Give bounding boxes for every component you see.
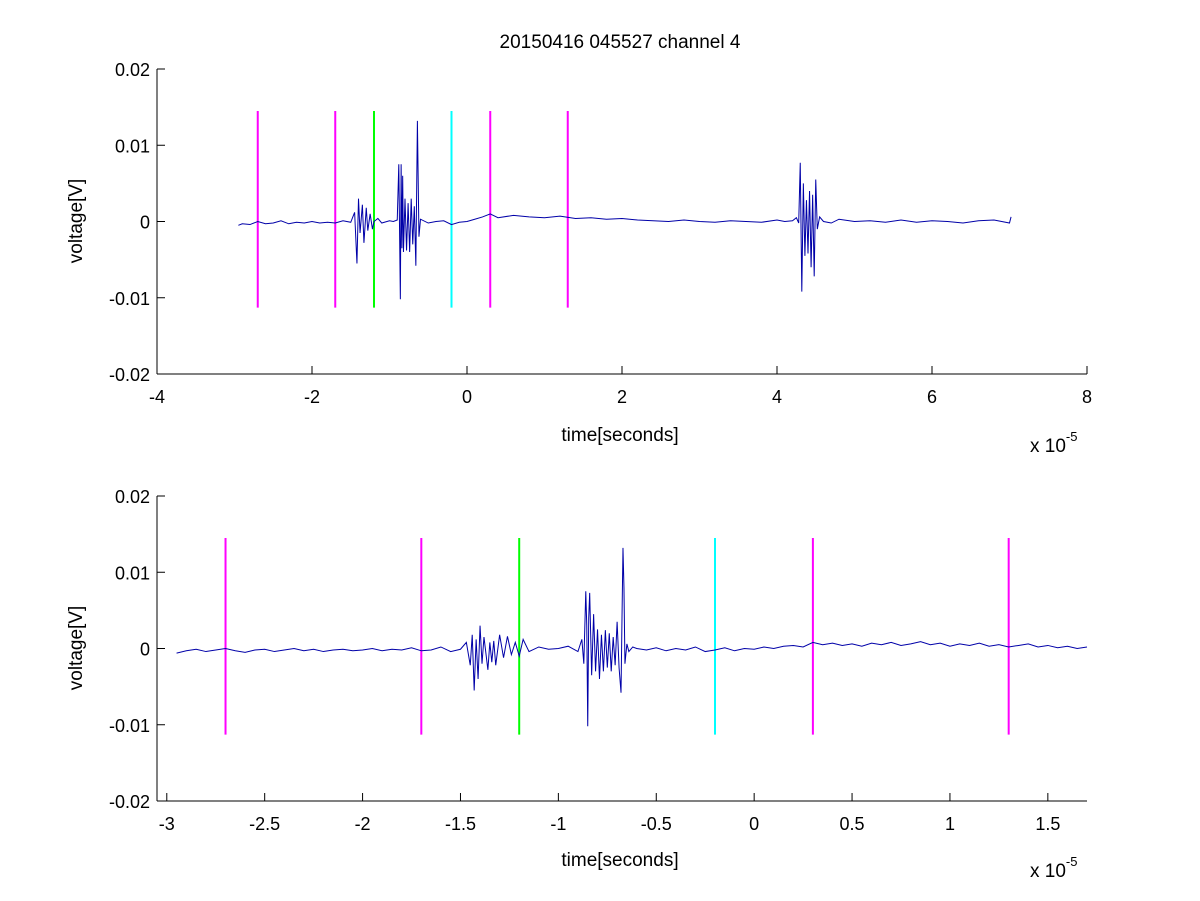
plot-bottom-ytick-label: -0.01 <box>109 716 150 736</box>
plot-top-xtick-label: 2 <box>617 387 627 407</box>
plot-top-markers <box>256 110 569 308</box>
plot-top-ytick-label: 0 <box>140 213 150 233</box>
plot-bottom-ytick-label: 0.02 <box>115 487 150 507</box>
plot-top-ytick-label: 0.02 <box>115 60 150 80</box>
plot-bottom-series <box>176 547 1088 727</box>
plot-top-x-exponent: x 10-5 <box>1030 429 1077 457</box>
plot-bottom-xtick-label: -2 <box>355 814 371 834</box>
plot-bottom-ytick-label: 0.01 <box>115 563 150 583</box>
plot-top-ylabel: voltage[V] <box>66 179 87 264</box>
figure-title: 20150416 045527 channel 4 <box>500 32 741 53</box>
plot-bottom-ytick-label: 0 <box>140 640 150 660</box>
plot-top-yticks: 0.02 0.01 0 -0.01 -0.02 <box>109 60 165 385</box>
plot-top-xtick-label: 4 <box>772 387 782 407</box>
plot-bottom-ylabel: voltage[V] <box>66 606 87 691</box>
plot-bottom-yticks: 0.02 0.01 0 -0.01 -0.02 <box>109 487 165 812</box>
plot-bottom-markers <box>224 537 1010 735</box>
plot-bottom-xtick-label: 0 <box>749 814 759 834</box>
plot-bottom-xtick-label: -1 <box>550 814 566 834</box>
plot-top-xtick-label: -2 <box>304 387 320 407</box>
plot-bottom-xtick-label: -1.5 <box>445 814 476 834</box>
plot-top-series-line-1 <box>238 120 1012 300</box>
plot-top: -4 -2 0 2 4 6 8 0.02 0.01 0 -0.01 -0.02 time[secon… <box>66 60 1092 457</box>
plot-bottom-ytick-label: -0.02 <box>109 792 150 812</box>
plot-top-xlabel: time[seconds] <box>561 425 678 446</box>
plot-bottom-xtick-label: 1 <box>945 814 955 834</box>
plot-top-ytick-label: -0.02 <box>109 365 150 385</box>
plot-top-xtick-label: 8 <box>1082 387 1092 407</box>
plot-bottom: -3 -2.5 -2 -1.5 -1 -0.5 0 0.5 1 1.5 0.02 0.01 0 -0.0… <box>66 487 1088 882</box>
plot-bottom-x-exponent-power: -5 <box>1066 854 1078 869</box>
plot-top-x-exponent-base: x 10 <box>1030 436 1066 457</box>
plot-bottom-xtick-label: -3 <box>159 814 175 834</box>
plot-bottom-series-line-1 <box>176 547 1088 727</box>
plot-top-xtick-label: -4 <box>149 387 165 407</box>
plot-bottom-x-exponent-base: x 10 <box>1030 861 1066 882</box>
plot-bottom-x-exponent: x 10-5 <box>1030 854 1077 882</box>
plot-bottom-xtick-label: -0.5 <box>641 814 672 834</box>
plot-top-xticks: -4 -2 0 2 4 6 8 <box>149 366 1092 407</box>
plot-top-ytick-label: -0.01 <box>109 289 150 309</box>
plot-bottom-xtick-label: 0.5 <box>840 814 865 834</box>
plot-top-x-exponent-power: -5 <box>1066 429 1078 444</box>
plot-bottom-xlabel: time[seconds] <box>561 850 678 871</box>
plot-bottom-xtick-label: -2.5 <box>249 814 280 834</box>
plot-top-ytick-label: 0.01 <box>115 136 150 156</box>
plot-top-xtick-label: 0 <box>462 387 472 407</box>
plot-top-xtick-label: 6 <box>927 387 937 407</box>
plot-bottom-xtick-label: 1.5 <box>1035 814 1060 834</box>
plot-top-series <box>238 120 1012 300</box>
plot-bottom-xticks: -3 -2.5 -2 -1.5 -1 -0.5 0 0.5 1 1.5 <box>159 793 1060 834</box>
